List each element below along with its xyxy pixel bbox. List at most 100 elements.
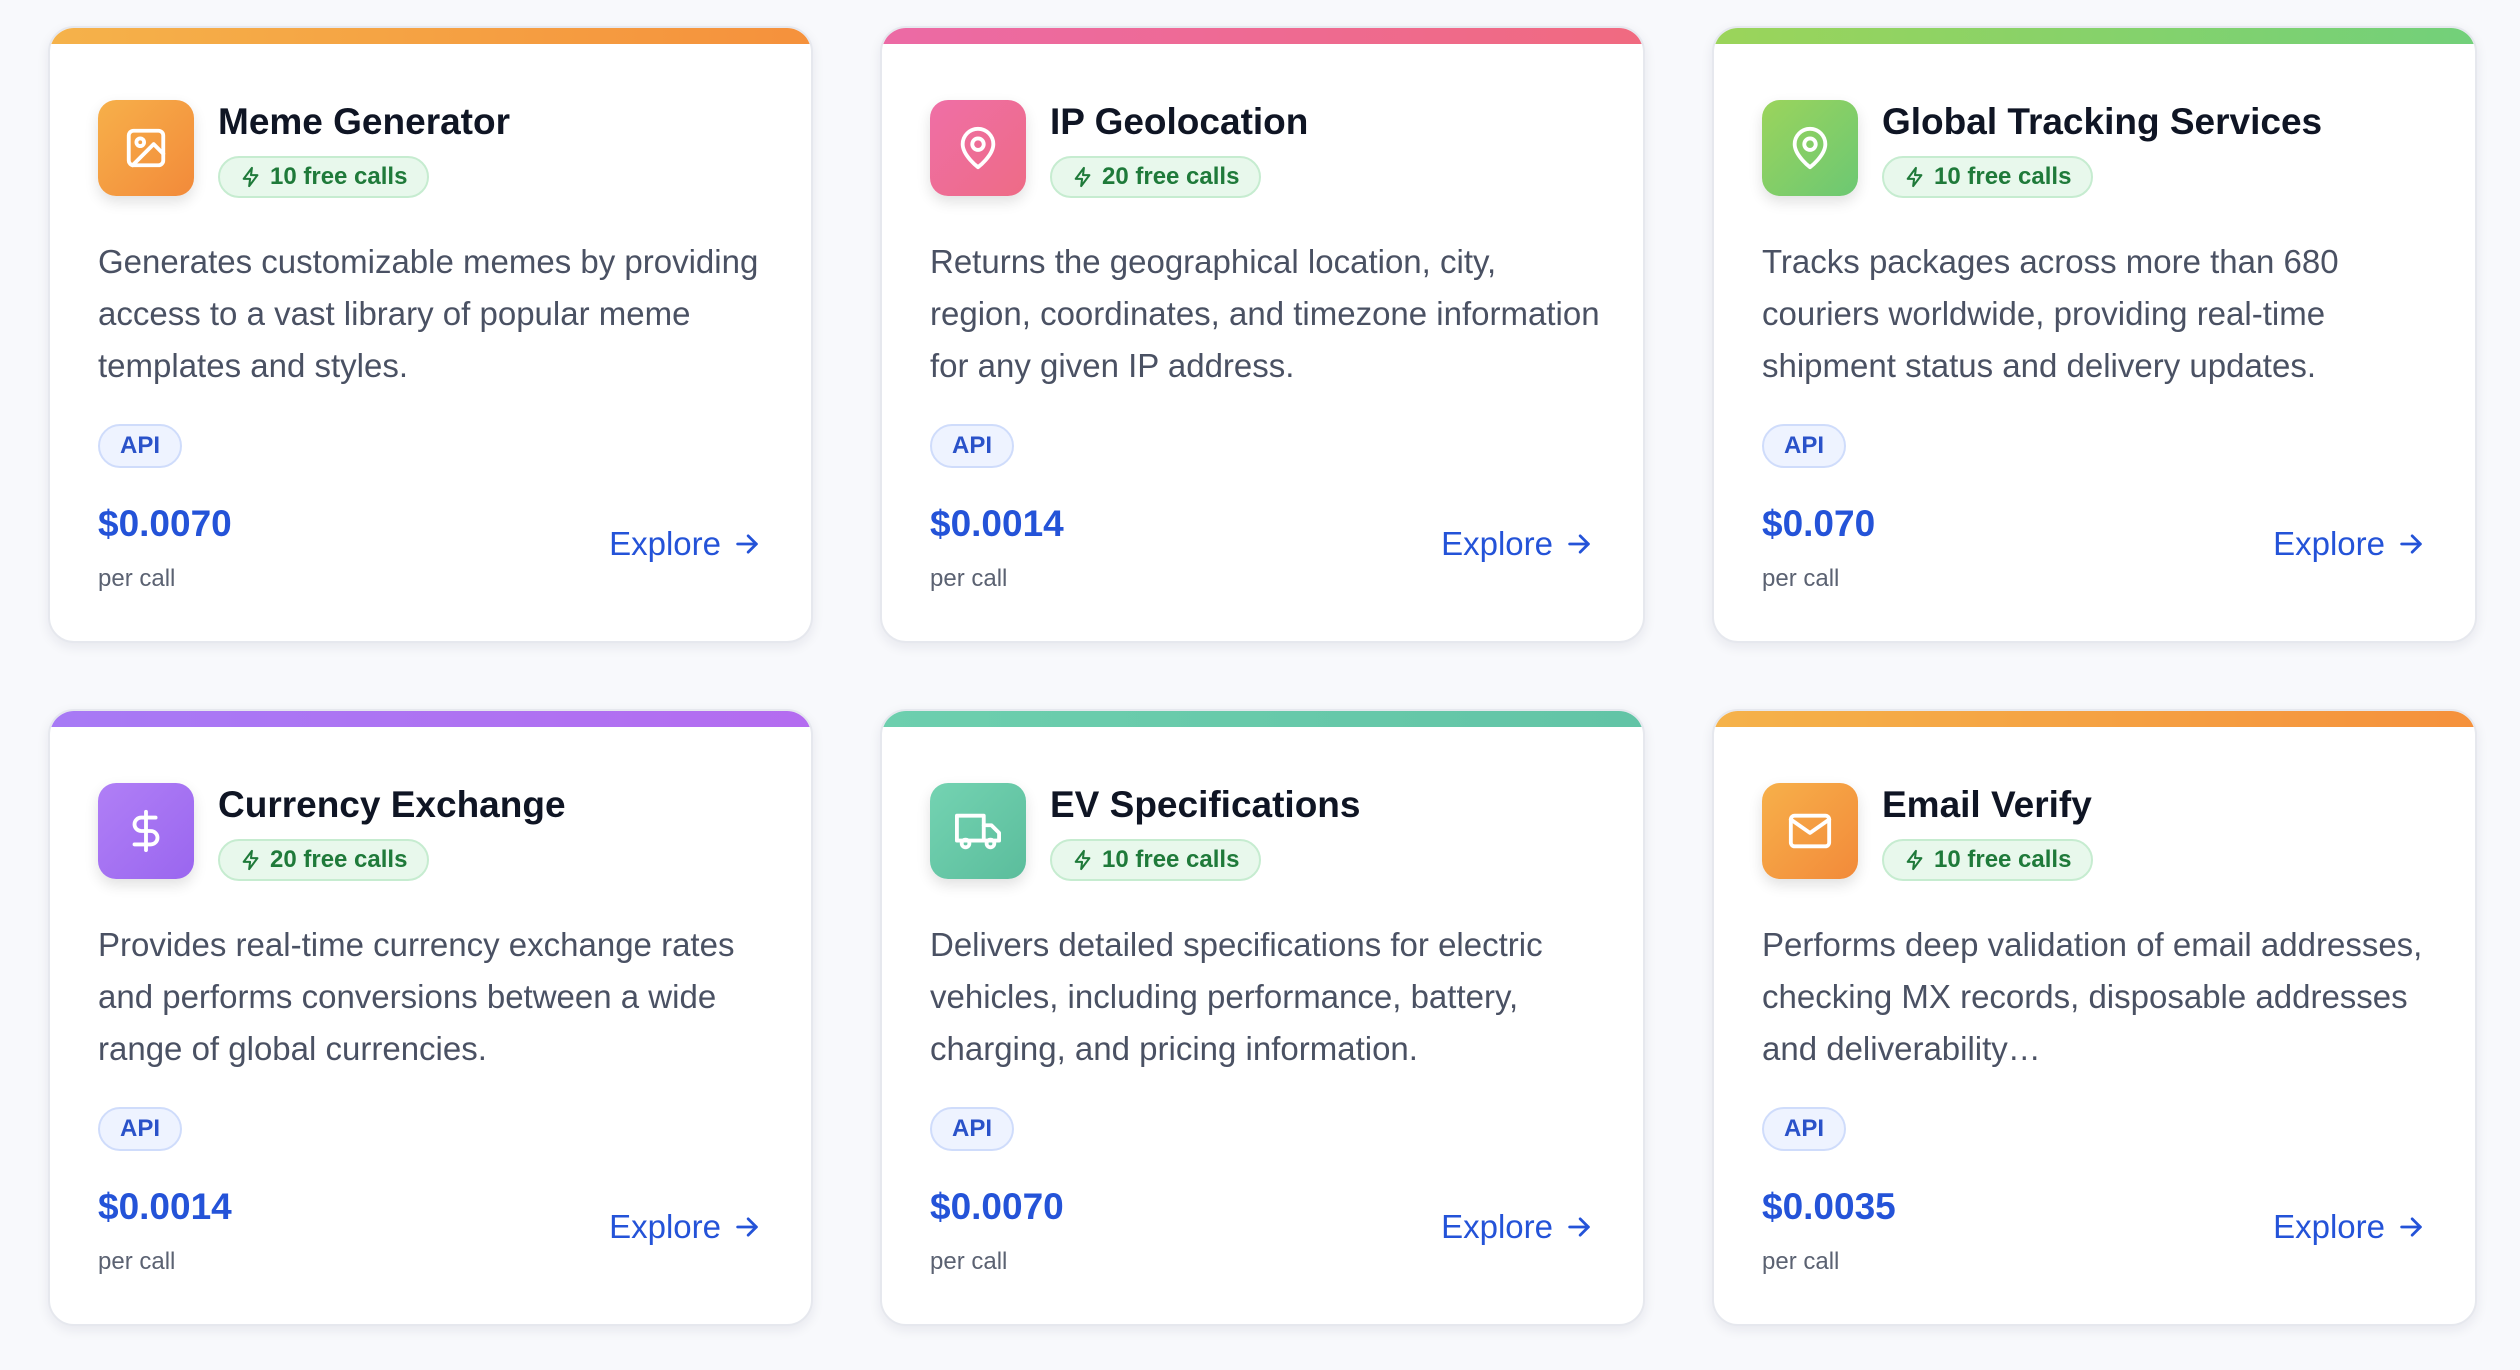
free-calls-label: 10 free calls [1934,163,2072,190]
card-description: Tracks packages across more than 680 cou… [1762,243,2339,384]
card-description: Generates customizable memes by providin… [98,243,759,384]
free-calls-label: 10 free calls [270,163,408,190]
card-header: IP Geolocation 20 free calls [930,100,1603,198]
card-icon [98,100,194,196]
free-calls-label: 20 free calls [270,846,408,873]
truck-icon [955,813,1001,850]
card-icon [98,783,194,879]
explore-link[interactable]: Explore [609,1207,761,1247]
explore-link[interactable]: Explore [2273,1207,2425,1247]
price-value: $0.0035 [1762,1186,1896,1227]
price-unit: per call [1762,1248,1840,1275]
lightning-icon [242,849,259,871]
price-unit: per call [930,1248,1008,1275]
card-header: Currency Exchange 20 free calls [98,783,771,881]
card-description: Delivers detailed specifications for ele… [930,926,1543,1067]
explore-label: Explore [1441,1208,1553,1245]
explore-link[interactable]: Explore [1441,1207,1593,1247]
api-card-grid: Meme Generator 10 free calls Generates c… [48,26,2478,1326]
price-value: $0.0014 [98,1186,232,1227]
card-header: Meme Generator 10 free calls [98,100,771,198]
explore-label: Explore [2273,525,2385,562]
card-accent-bar [882,711,1643,727]
card-header-text: Global Tracking Services 10 free calls [1882,100,2322,198]
free-calls-badge: 10 free calls [1050,839,1262,881]
card-title[interactable]: EV Specifications [1050,784,1361,825]
card-header-text: Currency Exchange 20 free calls [218,783,566,881]
card-icon [930,783,1026,879]
card-description: Provides real-time currency exchange rat… [98,926,735,1067]
explore-link[interactable]: Explore [609,524,761,564]
api-type-tag: API [98,424,183,468]
explore-label: Explore [609,1208,721,1245]
card-title[interactable]: Global Tracking Services [1882,101,2323,142]
explore-label: Explore [1441,525,1553,562]
free-calls-label: 10 free calls [1102,846,1240,873]
lightning-icon [1074,849,1091,871]
explore-link[interactable]: Explore [2273,524,2425,564]
free-calls-badge: 10 free calls [218,156,430,198]
arrow-right-icon [2400,1217,2422,1237]
card-title[interactable]: Email Verify [1882,784,2092,825]
card-title[interactable]: Currency Exchange [218,784,566,825]
free-calls-label: 20 free calls [1102,163,1240,190]
card-accent-bar [1714,711,2475,727]
card-accent-bar [50,28,811,44]
price-unit: per call [1762,565,1840,592]
card-accent-bar [882,28,1643,44]
price-value: $0.0014 [930,503,1064,544]
price-unit: per call [98,565,176,592]
card-header-text: EV Specifications 10 free calls [1050,783,1361,881]
api-card[interactable]: Currency Exchange 20 free calls Provides… [48,709,813,1326]
card-title[interactable]: IP Geolocation [1050,101,1309,142]
lightning-icon [1906,166,1923,188]
api-type-tag: API [930,424,1015,468]
price-value: $0.070 [1762,503,1876,544]
arrow-right-icon [2400,534,2422,554]
arrow-right-icon [736,534,758,554]
api-card[interactable]: EV Specifications 10 free calls Delivers… [880,709,1645,1326]
card-accent-bar [1714,28,2475,44]
card-accent-bar [50,711,811,727]
explore-label: Explore [2273,1208,2385,1245]
api-card[interactable]: Email Verify 10 free calls Performs deep… [1712,709,2477,1326]
map-pin-icon [960,127,996,170]
card-description: Performs deep validation of email addres… [1762,926,2423,1067]
api-type-tag: API [1762,1107,1847,1151]
arrow-right-icon [736,1217,758,1237]
card-header: Email Verify 10 free calls [1762,783,2435,881]
card-header: EV Specifications 10 free calls [930,783,1603,881]
mail-icon [1788,813,1832,849]
free-calls-badge: 10 free calls [1882,156,2094,198]
free-calls-badge: 20 free calls [1050,156,1262,198]
lightning-icon [1074,166,1091,188]
api-card[interactable]: Global Tracking Services 10 free calls T… [1712,26,2477,643]
price-value: $0.0070 [98,503,232,544]
price-unit: per call [98,1248,176,1275]
card-description: Returns the geographical location, city,… [930,243,1600,384]
arrow-right-icon [1568,534,1590,554]
card-header-text: Meme Generator 10 free calls [218,100,510,198]
lightning-icon [1906,849,1923,871]
map-pin-icon [1792,127,1828,170]
card-header-text: IP Geolocation 20 free calls [1050,100,1308,198]
explore-link[interactable]: Explore [1441,524,1593,564]
arrow-right-icon [1568,1217,1590,1237]
price-unit: per call [930,565,1008,592]
card-icon [1762,100,1858,196]
explore-label: Explore [609,525,721,562]
card-icon [1762,783,1858,879]
card-header: Global Tracking Services 10 free calls [1762,100,2435,198]
image-icon [126,128,166,168]
api-type-tag: API [930,1107,1015,1151]
dollar-icon [132,809,160,853]
api-card[interactable]: IP Geolocation 20 free calls Returns the… [880,26,1645,643]
api-type-tag: API [98,1107,183,1151]
card-title[interactable]: Meme Generator [218,101,510,142]
api-card[interactable]: Meme Generator 10 free calls Generates c… [48,26,813,643]
free-calls-badge: 10 free calls [1882,839,2094,881]
card-header-text: Email Verify 10 free calls [1882,783,2094,881]
lightning-icon [242,166,259,188]
card-icon [930,100,1026,196]
price-value: $0.0070 [930,1186,1064,1227]
